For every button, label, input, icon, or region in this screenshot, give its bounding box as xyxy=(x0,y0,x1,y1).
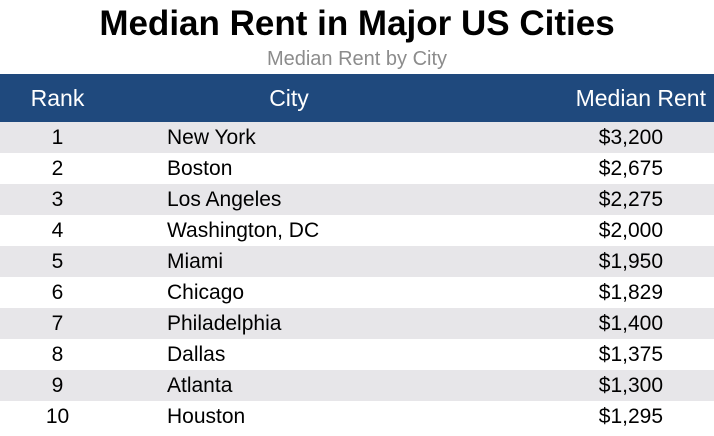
rent-cell: $1,400 xyxy=(598,311,663,335)
city-cell: Miami xyxy=(167,249,223,273)
rank-cell: 10 xyxy=(45,404,70,428)
table-row: 7 Philadelphia $1,400 xyxy=(0,308,714,339)
rent-cell: $1,375 xyxy=(598,342,663,366)
column-header-median-rent: Median Rent xyxy=(575,84,706,111)
table-body: 1 New York $3,200 2 Boston $2,675 3 Los … xyxy=(0,122,714,432)
rent-cell: $1,300 xyxy=(598,373,663,397)
rent-cell: $2,675 xyxy=(598,156,663,180)
column-header-city: City xyxy=(269,84,309,111)
table-row: 8 Dallas $1,375 xyxy=(0,339,714,370)
city-cell: Atlanta xyxy=(167,373,233,397)
table-header: Rank City Median Rent xyxy=(0,74,714,122)
table-row: 2 Boston $2,675 xyxy=(0,153,714,184)
chart-title: Median Rent in Major US Cities xyxy=(99,4,615,43)
city-cell: Dallas xyxy=(167,342,226,366)
table-row: 6 Chicago $1,829 xyxy=(0,277,714,308)
city-cell: Washington, DC xyxy=(167,218,320,242)
rank-cell: 3 xyxy=(51,187,64,211)
rent-cell: $1,295 xyxy=(598,404,663,428)
rent-table: Rank City Median Rent 1 New York $3,200 … xyxy=(0,74,714,432)
city-cell: Houston xyxy=(167,404,246,428)
rank-cell: 4 xyxy=(51,218,64,242)
city-cell: Philadelphia xyxy=(167,311,282,335)
header-row: Rank City Median Rent xyxy=(0,74,714,122)
rent-cell: $1,950 xyxy=(598,249,663,273)
rent-cell: $1,829 xyxy=(598,280,663,304)
table-row: 1 New York $3,200 xyxy=(0,122,714,153)
rent-cell: $2,000 xyxy=(598,218,663,242)
chart-subtitle: Median Rent by City xyxy=(266,48,448,70)
rank-cell: 1 xyxy=(51,125,64,149)
rank-cell: 9 xyxy=(51,373,64,397)
rent-cell: $3,200 xyxy=(598,125,663,149)
city-cell: New York xyxy=(167,125,256,149)
table-row: 4 Washington, DC $2,000 xyxy=(0,215,714,246)
table-row: 9 Atlanta $1,300 xyxy=(0,370,714,401)
table-row: 3 Los Angeles $2,275 xyxy=(0,184,714,215)
rank-cell: 2 xyxy=(51,156,64,180)
rank-cell: 5 xyxy=(51,249,64,273)
rent-cell: $2,275 xyxy=(598,187,663,211)
rank-cell: 6 xyxy=(51,280,64,304)
city-cell: Los Angeles xyxy=(167,187,282,211)
rank-cell: 8 xyxy=(51,342,64,366)
column-header-rank: Rank xyxy=(30,84,85,111)
city-cell: Boston xyxy=(167,156,233,180)
city-cell: Chicago xyxy=(167,280,245,304)
table-row: 5 Miami $1,950 xyxy=(0,246,714,277)
table-row: 10 Houston $1,295 xyxy=(0,401,714,432)
rank-cell: 7 xyxy=(51,311,64,335)
